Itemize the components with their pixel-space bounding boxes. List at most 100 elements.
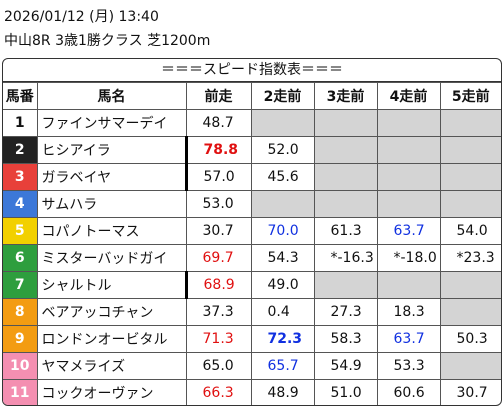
speed-index: 57.0 [184,163,252,191]
speed-index: 54.9 [313,352,378,380]
speed-index: 69.7 [185,244,252,272]
column-header: 馬番 [3,82,38,110]
horse-name: ヤマメライズ [36,352,187,380]
table-row: 6 ミスターバッドガイ 69.7 54.3 *-16.3 *-18.0 *23.3 [3,244,501,272]
speed-table: 馬番 馬名 前走 2走前 3走前 4走前 5走前 1 ファインサマーデイ 48.7 2 ヒシアイラ 7… [3,82,501,405]
header-row: 馬番 馬名 前走 2走前 3走前 4走前 5走前 [3,82,501,110]
horse-number: 1 [3,109,38,137]
horse-name: ロンドンオービタル [36,325,187,353]
table-row: 1 ファインサマーデイ 48.7 [3,109,501,137]
horse-name: ファインサマーデイ [36,109,187,137]
speed-index: 48.9 [250,379,315,405]
empty-cell [313,109,378,137]
horse-number: 3 [3,163,38,191]
speed-index: 27.3 [313,298,378,326]
datetime: 2026/01/12 (月) 13:40 [4,9,159,25]
speed-index: 68.9 [184,271,252,299]
empty-cell [313,190,378,218]
column-header: 2走前 [250,82,315,110]
empty-cell [250,190,315,218]
column-header: 4走前 [376,82,441,110]
empty-cell [313,136,378,164]
column-header: 前走 [185,82,252,110]
empty-cell [376,190,441,218]
speed-index: 65.0 [185,352,252,380]
speed-index: 70.0 [250,217,315,245]
speed-index: 54.3 [250,244,315,272]
empty-cell [439,109,501,137]
table-row: 3 ガラベイヤ 57.0 45.6 [3,163,501,191]
horse-number: 8 [3,298,38,326]
speed-index: 49.0 [250,271,315,299]
speed-index: 58.3 [313,325,378,353]
horse-name: コックオーヴァン [36,379,187,405]
empty-cell [439,163,501,191]
speed-index: 71.3 [185,325,252,353]
speed-index: 50.3 [439,325,501,353]
speed-index: 54.0 [439,217,501,245]
speed-index: 72.3 [250,325,315,353]
horse-name: ガラベイヤ [36,163,187,191]
speed-index: 65.7 [250,352,315,380]
speed-index: 51.0 [313,379,378,405]
speed-index: 78.8 [184,136,252,164]
table-title: ＝＝＝スピード指数表＝＝＝ [3,59,501,82]
table-row: 8 ベアアッコチャン 37.3 0.4 27.3 18.3 [3,298,501,326]
horse-number: 11 [3,379,38,405]
speed-index: 30.7 [185,217,252,245]
empty-cell [376,271,441,299]
table-row: 11 コックオーヴァン 66.3 48.9 51.0 60.6 30.7 [3,379,501,405]
empty-cell [250,109,315,137]
speed-table-box: ＝＝＝スピード指数表＝＝＝ 馬番 馬名 前走 2走前 3走前 4走前 5走前 1 ファインサマ… [2,58,502,406]
column-header: 3走前 [313,82,378,110]
speed-index: 53.3 [376,352,441,380]
horse-number: 9 [3,325,38,353]
empty-cell [376,136,441,164]
speed-index: 30.7 [439,379,501,405]
speed-index: 63.7 [376,217,441,245]
speed-index: 66.3 [185,379,252,405]
speed-index: 48.7 [185,109,252,137]
speed-index: *23.3 [439,244,501,272]
speed-index: 37.3 [185,298,252,326]
horse-number: 5 [3,217,38,245]
speed-index: 18.3 [376,298,441,326]
empty-cell [376,163,441,191]
speed-index: 45.6 [250,163,315,191]
speed-index: 61.3 [313,217,378,245]
speed-index: 0.4 [250,298,315,326]
speed-index: *-18.0 [376,244,441,272]
empty-cell [439,271,501,299]
empty-cell [376,109,441,137]
empty-cell [439,298,501,326]
empty-cell [313,271,378,299]
speed-index: *-16.3 [313,244,378,272]
speed-index: 53.0 [185,190,252,218]
horse-name: ミスターバッドガイ [36,244,187,272]
table-row: 7 シャルトル 68.9 49.0 [3,271,501,299]
horse-number: 7 [3,271,38,299]
table-row: 9 ロンドンオービタル 71.3 72.3 58.3 63.7 50.3 [3,325,501,353]
empty-cell [313,163,378,191]
horse-name: コパノトーマス [36,217,187,245]
horse-number: 6 [3,244,38,272]
column-header: 5走前 [439,82,501,110]
horse-number: 4 [3,190,38,218]
empty-cell [439,136,501,164]
horse-name: ヒシアイラ [36,136,187,164]
speed-index: 60.6 [376,379,441,405]
empty-cell [439,190,501,218]
horse-number: 10 [3,352,38,380]
column-header: 馬名 [36,82,187,110]
speed-index: 63.7 [376,325,441,353]
speed-index: 52.0 [250,136,315,164]
table-row: 10 ヤマメライズ 65.0 65.7 54.9 53.3 [3,352,501,380]
race-info: 中山8R 3歳1勝クラス 芝1200m [4,33,211,49]
horse-name: シャルトル [36,271,187,299]
table-row: 5 コパノトーマス 30.7 70.0 61.3 63.7 54.0 [3,217,501,245]
empty-cell [439,352,501,380]
table-body: 1 ファインサマーデイ 48.7 2 ヒシアイラ 78.8 52.0 3 ガラベイヤ 57.0 45… [3,109,501,405]
table-row: 2 ヒシアイラ 78.8 52.0 [3,136,501,164]
table-row: 4 サムハラ 53.0 [3,190,501,218]
